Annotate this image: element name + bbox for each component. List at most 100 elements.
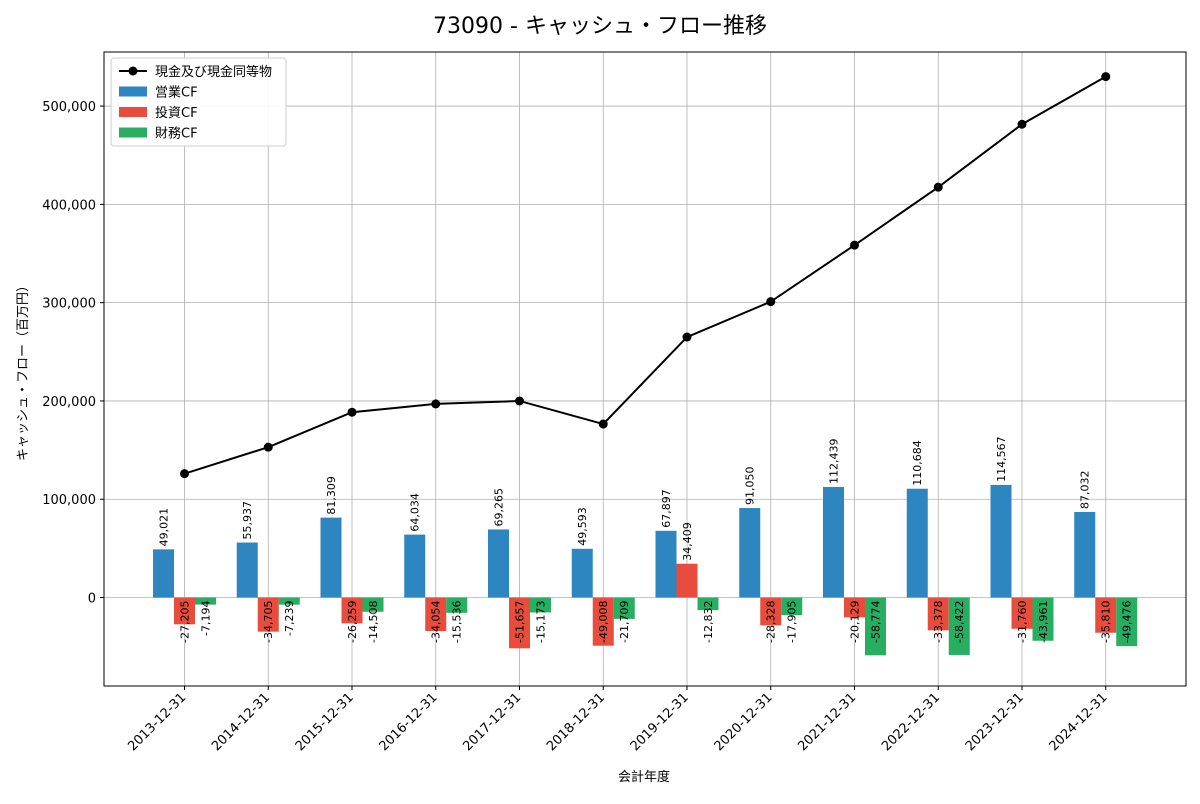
cash-point-2017-12-31 [515, 396, 524, 406]
bar-value-label: -49,476 [1121, 601, 1134, 643]
y-tick-label: 300,000 [42, 297, 96, 312]
bar-営業CF-2023-12-31 [990, 484, 1012, 598]
bar-value-label: 81,309 [325, 476, 338, 515]
bar-投資CF-2022-12-31 [927, 597, 949, 631]
bar-財務CF-2013-12-31 [195, 597, 216, 605]
x-tick-label: 2015-12-31 [293, 690, 357, 754]
bar-value-label: 34,409 [681, 522, 694, 561]
bar-value-label: -34,705 [262, 601, 275, 643]
bar-財務CF-2022-12-31 [948, 597, 970, 655]
y-tick-label: 500,000 [42, 100, 96, 115]
bar-投資CF-2023-12-31 [1011, 597, 1033, 629]
bar-value-label: -58,422 [953, 601, 966, 643]
bar-value-label: -14,508 [367, 601, 380, 643]
bar-value-label: -49,008 [597, 601, 610, 643]
bar-value-label: 64,034 [409, 493, 422, 532]
cash-point-2021-12-31 [850, 240, 859, 250]
bar-value-label: 114,567 [995, 436, 1008, 482]
x-tick-label: 2013-12-31 [125, 690, 189, 754]
bar-value-label: -35,810 [1100, 601, 1113, 643]
cash-point-2015-12-31 [347, 407, 357, 417]
x-tick-label: 2016-12-31 [377, 690, 441, 754]
bar-営業CF-2013-12-31 [153, 549, 174, 598]
grid [104, 52, 1186, 686]
legend-marker [128, 66, 138, 76]
bar-財務CF-2019-12-31 [697, 597, 719, 611]
bar-value-label: -15,173 [535, 601, 548, 643]
y-tick-label: 0 [88, 592, 96, 607]
x-tick-label: 2021-12-31 [795, 690, 859, 754]
x-tick-label: 2022-12-31 [879, 690, 943, 754]
legend-label: 財務CF [155, 127, 198, 142]
bar-value-label: 55,937 [241, 501, 254, 540]
bar-value-label: -21,709 [618, 601, 631, 643]
bar-value-label: -12,832 [702, 601, 715, 643]
bar-value-label: -34,054 [430, 601, 443, 643]
bar-財務CF-2020-12-31 [781, 597, 803, 616]
legend-bar-swatch [119, 127, 147, 138]
axes: 0 100,000 200,000 300,000 400,000 500,000 2013… [42, 51, 1187, 754]
x-tick-label: 2020-12-31 [712, 690, 776, 754]
y-tick-label: 100,000 [42, 493, 96, 508]
bar-営業CF-2024-12-31 [1074, 511, 1096, 598]
bar-財務CF-2017-12-31 [530, 597, 551, 613]
x-axis-label: 会計年度 [618, 769, 670, 785]
cash-point-2013-12-31 [180, 469, 189, 479]
bar-営業CF-2014-12-31 [236, 542, 258, 598]
bar-財務CF-2021-12-31 [865, 597, 886, 656]
bar-営業CF-2016-12-31 [404, 534, 426, 598]
bar-value-label: 49,593 [576, 507, 589, 546]
bar-営業CF-2020-12-31 [739, 508, 761, 598]
cash-line [180, 72, 1111, 479]
bar-value-label: -7,194 [200, 601, 213, 636]
bar-投資CF-2024-12-31 [1095, 597, 1117, 633]
x-tick-label: 2017-12-31 [460, 690, 524, 754]
bar-value-label: -51,657 [514, 601, 527, 643]
bar-value-label: 91,050 [744, 467, 757, 506]
bar-投資CF-2015-12-31 [341, 597, 363, 624]
bar-value-label: 67,897 [660, 489, 673, 528]
bar-投資CF-2020-12-31 [760, 597, 782, 626]
x-tick-label: 2024-12-31 [1047, 690, 1111, 754]
y-axis-label: キャッシュ・フロー（百万円） [16, 279, 31, 461]
bar-value-label: -28,328 [765, 601, 778, 643]
bar-財務CF-2024-12-31 [1116, 597, 1138, 647]
bar-投資CF-2019-12-31 [676, 563, 698, 598]
data-labels: 49,021 55,937 81,309 64,034 69,265 49,593 67,8… [158, 436, 1134, 643]
bar-営業CF-2019-12-31 [655, 530, 677, 598]
bar-value-label: -26,259 [346, 601, 359, 643]
cash-point-2018-12-31 [598, 419, 608, 429]
y-tick-label: 200,000 [42, 395, 96, 410]
bar-営業CF-2022-12-31 [906, 488, 928, 598]
x-tick-label: 2014-12-31 [209, 690, 273, 754]
bar-投資CF-2014-12-31 [257, 597, 279, 632]
bar-財務CF-2023-12-31 [1032, 597, 1054, 641]
legend-bar-swatch [119, 107, 147, 117]
bar-value-label: -43,961 [1037, 601, 1050, 643]
bar-value-label: -31,760 [1016, 601, 1029, 643]
bars [153, 484, 1138, 656]
bar-投資CF-2016-12-31 [425, 597, 447, 632]
bar-投資CF-2021-12-31 [844, 597, 865, 618]
legend-box [110, 57, 287, 147]
x-tick-label: 2023-12-31 [963, 690, 1027, 754]
bar-value-label: -33,378 [932, 601, 945, 643]
x-tick-label: 2019-12-31 [628, 690, 692, 754]
bar-投資CF-2013-12-31 [174, 597, 195, 625]
y-tick-label: 400,000 [42, 198, 96, 213]
bar-value-label: -7,239 [283, 601, 296, 636]
cash-point-2014-12-31 [263, 442, 273, 452]
bar-value-label: -58,774 [870, 601, 883, 643]
cash-point-2022-12-31 [933, 182, 943, 192]
cash-point-2019-12-31 [682, 332, 692, 342]
cash-line-path [184, 75, 1107, 475]
bar-営業CF-2021-12-31 [823, 487, 844, 598]
bar-投資CF-2018-12-31 [592, 597, 614, 646]
bar-value-label: 112,439 [828, 439, 841, 485]
bar-投資CF-2017-12-31 [509, 597, 530, 649]
plot-frame [103, 51, 1187, 687]
chart-title: 73090 - キャッシュ・フロー推移 [433, 14, 767, 39]
